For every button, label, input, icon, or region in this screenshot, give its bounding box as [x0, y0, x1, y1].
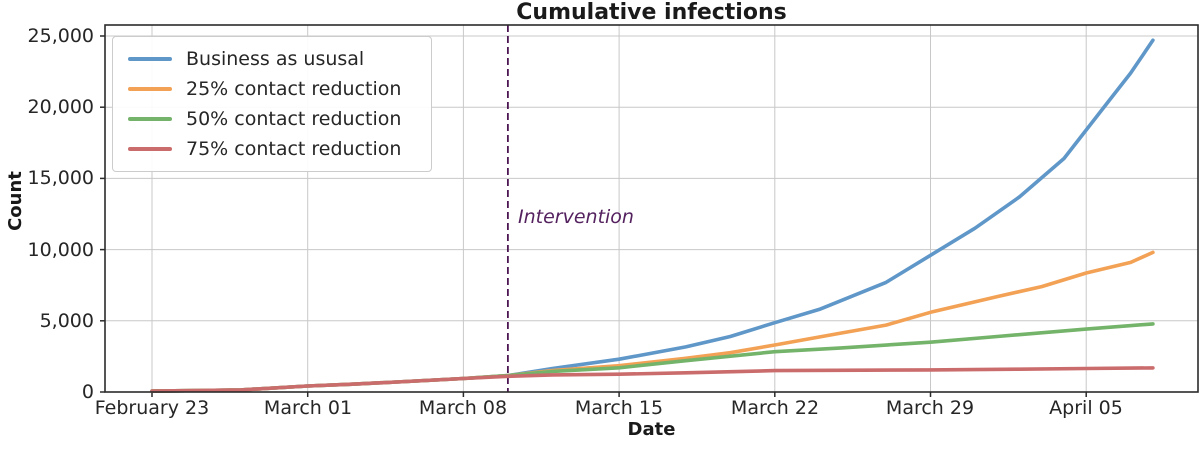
- y-tick-label: 0: [81, 381, 94, 403]
- x-axis-label: Date: [627, 419, 676, 440]
- legend-item: Business as ususal: [113, 44, 431, 74]
- legend-swatch-orange: [128, 87, 172, 91]
- legend: Business as ususal 25% contact reduction…: [112, 36, 432, 172]
- y-tick-label: 10,000: [27, 239, 94, 261]
- legend-item: 50% contact reduction: [113, 104, 431, 134]
- chart-title: Cumulative infections: [516, 0, 787, 25]
- legend-item: 75% contact reduction: [113, 134, 431, 164]
- y-tick-label: 5,000: [39, 310, 94, 332]
- x-tick-label: March 22: [730, 397, 820, 419]
- legend-label: Business as ususal: [186, 48, 365, 70]
- legend-label: 75% contact reduction: [186, 138, 402, 160]
- legend-swatch-blue: [128, 57, 172, 61]
- x-tick-label: March 08: [418, 397, 508, 419]
- x-tick-label: March 01: [263, 397, 353, 419]
- legend-label: 50% contact reduction: [186, 108, 402, 130]
- legend-item: 25% contact reduction: [113, 74, 431, 104]
- x-tick-label: March 29: [885, 397, 975, 419]
- intervention-label: Intervention: [518, 206, 634, 228]
- legend-swatch-red: [128, 147, 172, 151]
- y-tick-label: 15,000: [27, 167, 94, 189]
- y-tick-label: 25,000: [27, 25, 94, 47]
- legend-swatch-green: [128, 117, 172, 121]
- x-tick-label: February 23: [94, 397, 210, 419]
- x-tick-label: March 15: [574, 397, 664, 419]
- legend-label: 25% contact reduction: [186, 78, 402, 100]
- x-tick-label: April 05: [1049, 397, 1123, 419]
- y-tick-label: 20,000: [27, 96, 94, 118]
